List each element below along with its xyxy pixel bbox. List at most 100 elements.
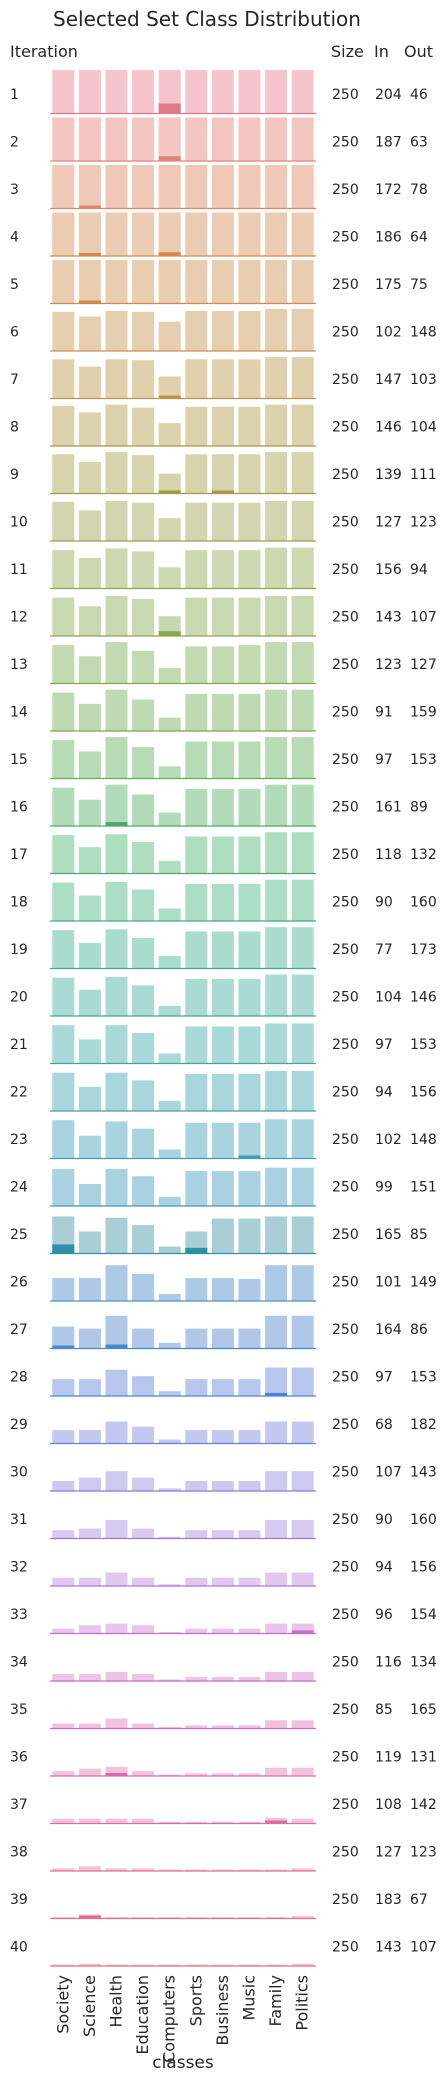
iteration-label: 32 <box>10 1560 28 1576</box>
class-bar <box>105 1818 128 1823</box>
size-value: 250 <box>332 610 359 626</box>
selected-bar <box>265 1820 288 1823</box>
size-value: 250 <box>332 1370 359 1386</box>
class-bar <box>185 1481 208 1491</box>
class-bar <box>105 1217 128 1253</box>
iteration-row: 28 250 97 153 <box>10 1367 437 1397</box>
class-bar <box>132 1917 155 1918</box>
size-value: 250 <box>332 1275 359 1291</box>
class-bar <box>105 1121 128 1158</box>
iteration-rows: 1 250 204 462 250 187 633 250 172 784 250 186 645 250… <box>10 70 437 1967</box>
class-bar <box>158 1964 181 1966</box>
class-bar <box>238 1821 261 1823</box>
class-bar <box>291 1315 314 1348</box>
iteration-label: 19 <box>10 942 28 958</box>
class-bar <box>211 502 234 541</box>
size-value: 250 <box>332 372 359 388</box>
class-bar <box>238 1869 261 1871</box>
class-bar <box>52 1868 75 1871</box>
iteration-row: 33 250 96 154 <box>10 1607 437 1635</box>
out-value: 107 <box>410 610 437 626</box>
class-bar <box>238 1430 261 1443</box>
class-bar <box>291 1421 314 1443</box>
class-bar <box>185 165 208 208</box>
class-bar <box>211 1869 234 1871</box>
iteration-label: 11 <box>10 562 28 578</box>
size-value: 250 <box>332 1085 359 1101</box>
class-bar <box>158 1488 181 1491</box>
class-bar <box>238 645 261 683</box>
class-bar <box>132 1225 155 1253</box>
class-bar <box>158 567 181 588</box>
size-value: 250 <box>332 1227 359 1243</box>
selected-bar <box>158 252 181 256</box>
class-bar <box>105 1964 128 1966</box>
iteration-row: 32 250 94 156 <box>10 1560 437 1587</box>
class-bar <box>52 1278 75 1301</box>
out-value: 86 <box>410 1322 428 1338</box>
x-tick-label: Science <box>80 1975 99 2037</box>
class-bar <box>52 454 75 493</box>
in-value: 107 <box>375 1465 402 1481</box>
class-bar <box>105 1265 128 1301</box>
class-bar <box>158 1632 181 1633</box>
class-bar <box>52 1628 75 1633</box>
class-bar <box>132 598 155 636</box>
class-bar <box>132 1176 155 1206</box>
out-value: 85 <box>410 1227 428 1243</box>
class-bar <box>211 359 234 398</box>
class-bar <box>238 1122 261 1158</box>
class-bar <box>158 1536 181 1538</box>
class-bar <box>78 165 101 208</box>
class-bar <box>291 404 314 446</box>
out-value: 75 <box>410 277 428 293</box>
class-bar <box>238 1964 261 1966</box>
class-bar <box>291 689 314 731</box>
x-tick-label: Health <box>107 1975 126 2028</box>
x-axis-tick-labels: Society Science Health Education Computers Sp… <box>53 1975 311 2063</box>
class-bar <box>211 1379 234 1396</box>
size-value: 250 <box>332 942 359 958</box>
class-bar <box>185 260 208 303</box>
class-bar <box>291 1471 314 1491</box>
class-bar <box>158 1294 181 1301</box>
class-bar <box>185 741 208 778</box>
class-bar <box>78 117 101 161</box>
class-bar <box>291 212 314 256</box>
iteration-row: 4 250 186 64 <box>10 212 428 257</box>
out-value: 104 <box>410 420 437 436</box>
in-value: 146 <box>375 420 402 436</box>
class-bar <box>52 1818 75 1823</box>
class-bar <box>132 551 155 588</box>
class-bar <box>158 165 181 208</box>
class-bar <box>52 1481 75 1491</box>
iteration-label: 5 <box>10 277 19 293</box>
class-bar <box>132 311 155 351</box>
class-bar <box>158 376 181 398</box>
class-bar <box>185 1379 208 1396</box>
class-bar <box>265 1671 288 1681</box>
selected-bar <box>105 1344 128 1348</box>
iteration-label: 20 <box>10 990 28 1006</box>
class-bar <box>78 1379 101 1396</box>
class-bar <box>265 1315 288 1348</box>
iteration-row: 8 250 146 104 <box>10 404 437 447</box>
class-bar <box>238 788 261 826</box>
class-bar <box>185 788 208 826</box>
class-bar <box>105 500 128 541</box>
class-bar <box>211 1122 234 1158</box>
out-value: 153 <box>410 1370 437 1386</box>
class-bar <box>158 321 181 351</box>
class-bar <box>265 1070 288 1111</box>
iteration-label: 25 <box>10 1227 28 1243</box>
class-bar <box>158 1774 181 1776</box>
in-value: 101 <box>375 1275 402 1291</box>
iteration-label: 35 <box>10 1702 28 1718</box>
iteration-label: 3 <box>10 182 19 198</box>
class-bar <box>105 310 128 351</box>
in-value: 147 <box>375 372 402 388</box>
in-value: 123 <box>375 657 402 673</box>
class-bar <box>265 1519 288 1538</box>
iteration-label: 18 <box>10 895 28 911</box>
in-value: 90 <box>375 1512 393 1528</box>
